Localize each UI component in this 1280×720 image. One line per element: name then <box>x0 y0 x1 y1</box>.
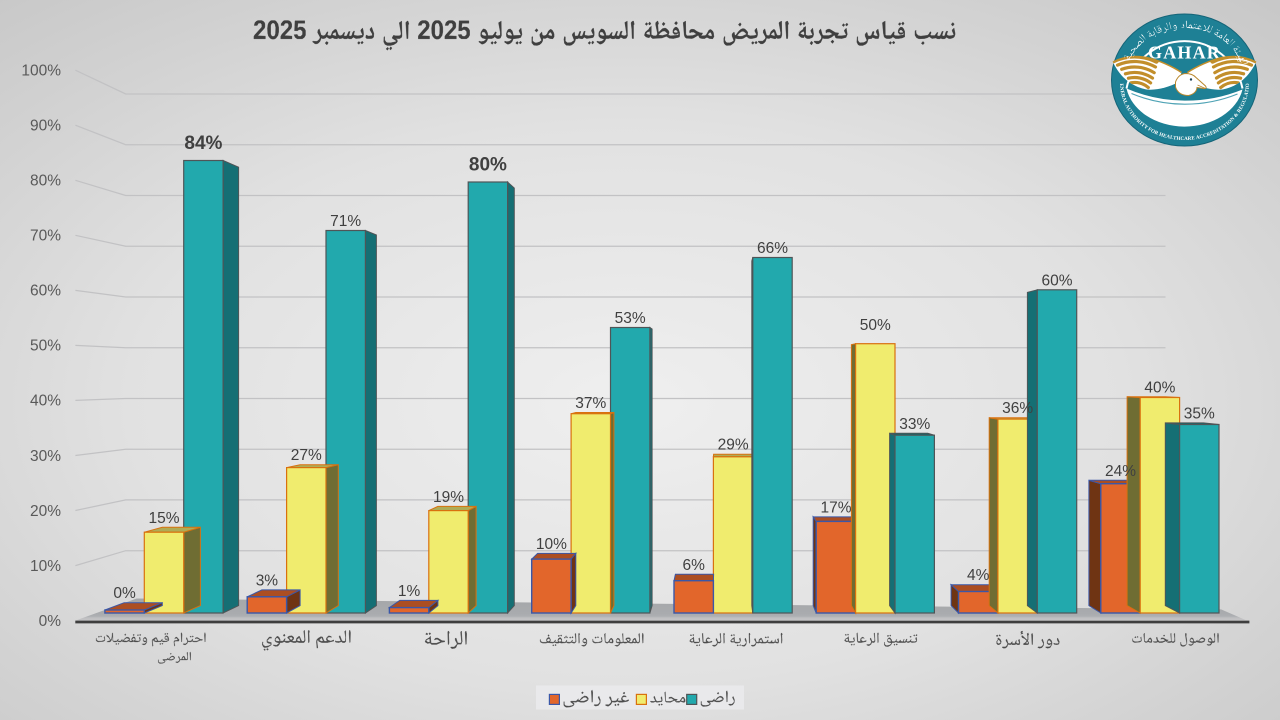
svg-text:40%: 40% <box>30 393 61 410</box>
svg-text:50%: 50% <box>860 317 891 334</box>
svg-text:60%: 60% <box>1041 272 1072 289</box>
svg-text:70%: 70% <box>30 228 61 245</box>
svg-text:27%: 27% <box>291 447 322 464</box>
svg-text:24%: 24% <box>1105 463 1136 480</box>
svg-text:40%: 40% <box>1144 379 1175 396</box>
svg-text:3%: 3% <box>256 572 279 589</box>
svg-text:37%: 37% <box>575 395 606 412</box>
svg-text:20%: 20% <box>30 503 61 520</box>
svg-text:60%: 60% <box>30 283 61 300</box>
svg-text:35%: 35% <box>1184 405 1215 422</box>
svg-text:90%: 90% <box>30 118 61 135</box>
svg-text:84%: 84% <box>184 133 222 154</box>
svg-text:100%: 100% <box>21 63 61 80</box>
svg-text:80%: 80% <box>30 173 61 190</box>
svg-text:0%: 0% <box>113 585 136 602</box>
svg-text:53%: 53% <box>615 310 646 327</box>
svg-text:29%: 29% <box>718 437 749 454</box>
svg-text:17%: 17% <box>820 499 851 516</box>
svg-text:10%: 10% <box>536 536 567 553</box>
svg-text:30%: 30% <box>30 448 61 465</box>
svg-text:1%: 1% <box>398 583 421 600</box>
svg-text:80%: 80% <box>469 155 507 176</box>
svg-text:15%: 15% <box>148 510 179 527</box>
svg-text:66%: 66% <box>757 240 788 257</box>
svg-text:19%: 19% <box>433 489 464 506</box>
svg-text:0%: 0% <box>39 613 62 630</box>
svg-text:71%: 71% <box>330 213 361 230</box>
svg-text:33%: 33% <box>899 416 930 433</box>
svg-text:GAHAR: GAHAR <box>1148 43 1221 63</box>
svg-text:6%: 6% <box>682 557 705 574</box>
svg-text:36%: 36% <box>1002 400 1033 417</box>
svg-text:50%: 50% <box>30 338 61 355</box>
svg-text:10%: 10% <box>30 558 61 575</box>
svg-text:4%: 4% <box>967 567 990 584</box>
